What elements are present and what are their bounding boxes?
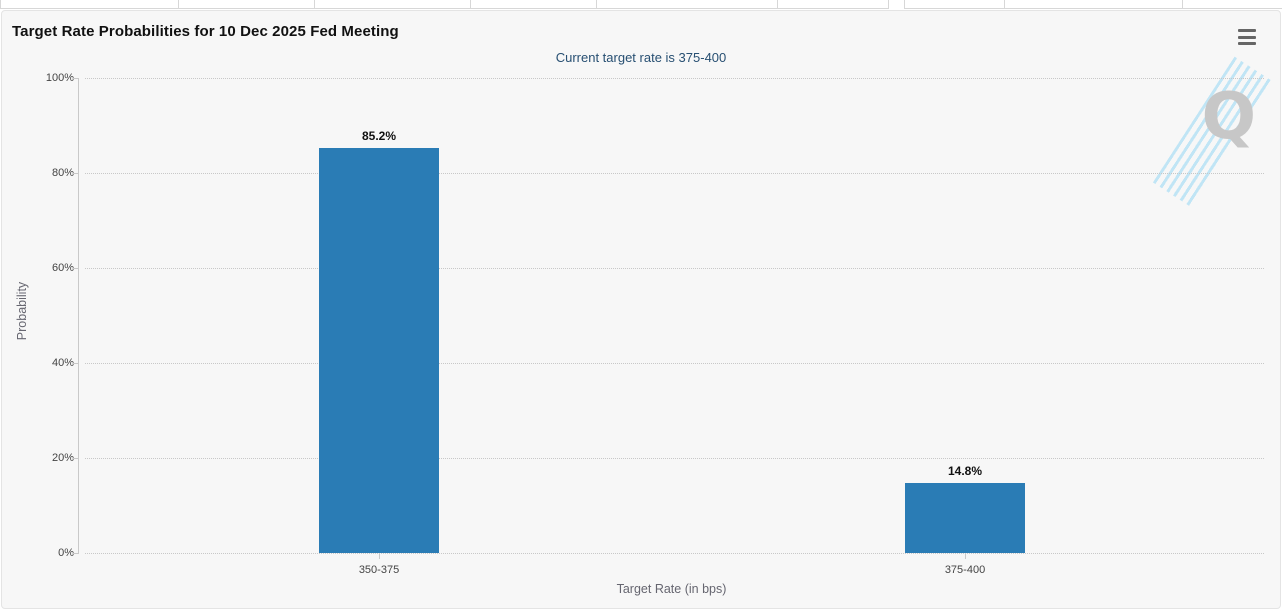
meeting-tab[interactable] (315, 0, 471, 9)
y-tick-label: 60% (51, 262, 74, 274)
y-tick-label: 20% (51, 452, 74, 464)
chart-title: Target Rate Probabilities for 10 Dec 202… (12, 23, 399, 40)
meeting-tab[interactable] (1005, 0, 1183, 9)
y-tick-label: 100% (45, 72, 74, 84)
meeting-tab[interactable] (904, 0, 1005, 9)
y-tick-label: 40% (51, 357, 74, 369)
bar-column-350-375: 85.2% (319, 78, 439, 553)
meeting-tab-group-left (0, 0, 889, 9)
meeting-tab[interactable] (1183, 0, 1282, 9)
gridline-0 (73, 553, 1264, 554)
chart-panel: Target Rate Probabilities for 10 Dec 202… (1, 10, 1281, 609)
bar-value-label: 14.8% (947, 463, 983, 478)
gridline-40 (73, 363, 1264, 364)
x-axis-title: Target Rate (in bps) (616, 582, 727, 596)
hamburger-menu-icon[interactable] (1238, 29, 1256, 45)
meeting-tab-group-right (904, 0, 1282, 9)
meeting-tab[interactable] (597, 0, 778, 9)
x-category-label: 375-400 (944, 564, 986, 576)
x-category-label: 350-375 (358, 564, 400, 576)
bar-column-375-400: 14.8% (905, 78, 1025, 553)
hamburger-bar (1238, 35, 1256, 39)
y-axis-labels: 100% 80% 60% 40% 20% 0% (30, 72, 74, 559)
y-axis-line (78, 78, 79, 554)
y-axis-title: Probability (15, 281, 29, 341)
bar-375-400[interactable] (905, 482, 1025, 553)
meeting-tab[interactable] (179, 0, 315, 9)
plot-area: 85.2% 14.8% (73, 78, 1264, 559)
meeting-tab[interactable] (778, 0, 889, 9)
x-tick-mark (965, 553, 966, 559)
meeting-tab[interactable] (471, 0, 597, 9)
chart-subtitle: Current target rate is 375-400 (555, 50, 727, 65)
bar-350-375[interactable] (319, 148, 439, 553)
bar-value-label: 85.2% (361, 129, 397, 144)
x-tick-mark (379, 553, 380, 559)
hamburger-bar (1238, 29, 1256, 32)
meeting-tab[interactable] (0, 0, 179, 9)
gridline-20 (73, 458, 1264, 459)
y-tick-label: 80% (51, 167, 74, 179)
gridline-80 (73, 173, 1264, 174)
gridline-100 (73, 78, 1264, 79)
meeting-tab-strip (0, 0, 1282, 10)
hamburger-bar (1238, 42, 1256, 45)
gridline-60 (73, 268, 1264, 269)
y-tick-label: 0% (58, 547, 74, 559)
